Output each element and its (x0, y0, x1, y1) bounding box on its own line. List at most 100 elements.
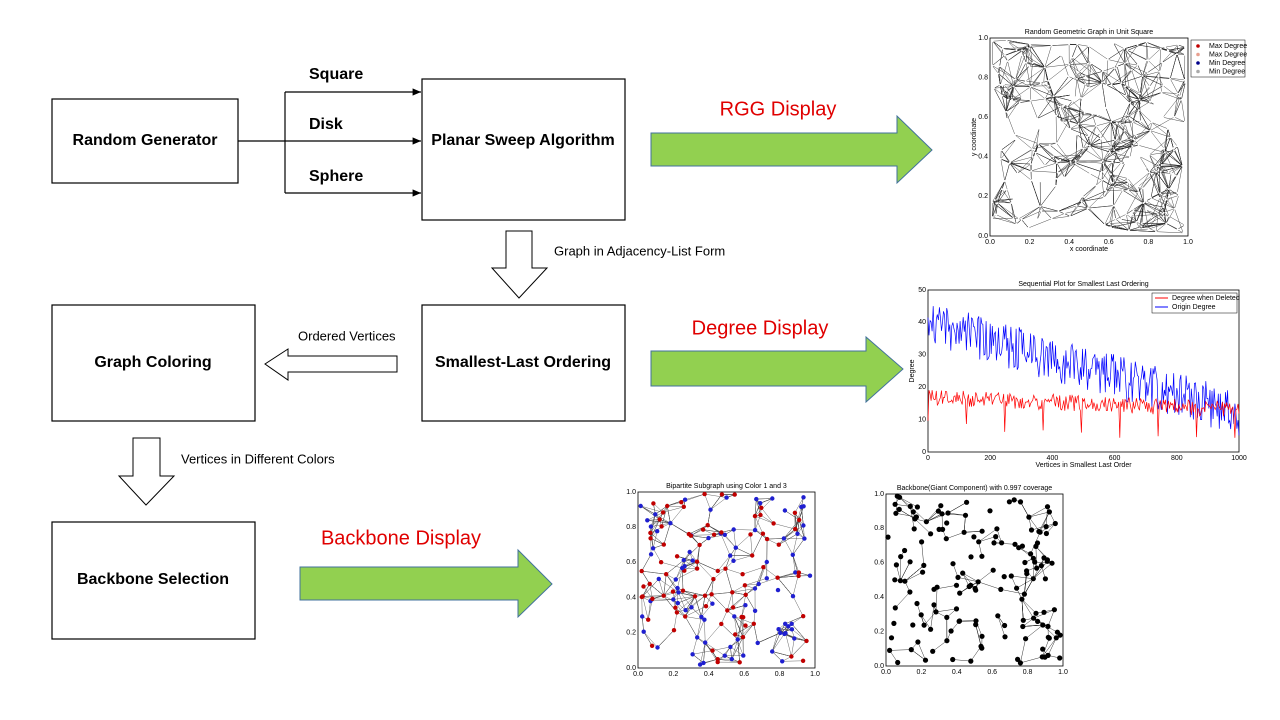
graph-vertex (923, 519, 930, 525)
graph-vertex (956, 618, 962, 624)
graph-vertex (671, 597, 676, 602)
y-tick-label: 0.2 (978, 193, 988, 200)
graph-vertex (1055, 177, 1058, 180)
graph-vertex (681, 557, 686, 563)
graph-vertex (710, 648, 715, 653)
graph-vertex (1162, 211, 1165, 214)
graph-vertex (1005, 39, 1008, 42)
graph-vertex (1026, 46, 1029, 49)
node-label: Random Generator (73, 132, 218, 149)
plot-frame (885, 493, 1064, 667)
graph-vertex (1176, 53, 1178, 56)
graph-vertex (892, 605, 898, 611)
graph-vertex (1124, 123, 1127, 126)
graph-vertex (725, 608, 730, 613)
graph-vertex (1074, 159, 1077, 162)
graph-vertex (1031, 615, 1037, 621)
graph-vertex (1027, 226, 1030, 229)
graph-vertex (801, 523, 806, 528)
graph-vertex (1071, 56, 1074, 59)
graph-vertex (770, 496, 775, 501)
graph-vertex (1172, 147, 1175, 150)
graph-vertex (997, 72, 1000, 75)
graph-vertex (1029, 163, 1032, 166)
graph-vertex (760, 531, 766, 536)
graph-vertex (895, 659, 901, 666)
graph-vertex (694, 566, 700, 571)
graph-vertex (1024, 54, 1027, 57)
graph-vertex (1048, 88, 1051, 91)
graph-vertex (1113, 149, 1116, 152)
graph-vertex (915, 639, 921, 645)
graph-vertex (692, 594, 698, 599)
graph-vertex (1031, 62, 1034, 64)
graph-vertex (775, 587, 781, 593)
graph-vertex (1084, 75, 1087, 78)
graph-vertex (1119, 150, 1122, 152)
graph-vertex (1072, 76, 1075, 79)
graph-vertex (933, 609, 939, 615)
graph-vertex (648, 530, 653, 536)
graph-vertex (999, 84, 1002, 86)
graph-vertex (733, 545, 738, 550)
graph-vertex (1015, 49, 1018, 52)
graph-vertex (1147, 228, 1150, 230)
x-tick-label: 0.8 (1144, 239, 1154, 246)
y-tick-label: 0.0 (978, 233, 988, 240)
y-tick-label: 0.6 (978, 114, 988, 121)
graph-vertex (1087, 135, 1090, 137)
graph-vertex (1181, 164, 1184, 167)
plot-title: Sequential Plot for Smallest Last Orderi… (1018, 281, 1148, 288)
graph-vertex (885, 534, 891, 540)
graph-vertex (1102, 162, 1105, 165)
x-tick-label: 1000 (1231, 455, 1247, 462)
graph-vertex (1140, 225, 1143, 228)
graph-vertex (973, 618, 979, 624)
graph-vertex (1024, 568, 1030, 574)
graph-vertex (1008, 573, 1014, 579)
graph-vertex (1138, 227, 1141, 230)
graph-vertex (1012, 541, 1018, 547)
graph-vertex (1123, 162, 1126, 165)
origin-degree-line (927, 306, 1240, 436)
graph-vertex (1160, 91, 1163, 94)
graph-vertex (653, 512, 658, 517)
graph-vertex (1043, 66, 1046, 69)
graph-vertex (640, 594, 645, 599)
graph-vertex (971, 534, 977, 540)
graph-vertex (1011, 98, 1013, 101)
graph-vertex (675, 600, 680, 606)
graph-vertex (1028, 527, 1035, 533)
graph-vertex (991, 217, 993, 220)
graph-vertex (724, 495, 729, 500)
graph-vertex (1011, 497, 1017, 503)
deleted-degree-line (927, 390, 1240, 438)
graph-vertex (650, 596, 655, 601)
graph-vertex (1077, 71, 1080, 74)
graph-vertex (1173, 149, 1175, 152)
graph-vertex (770, 649, 775, 654)
graph-vertex (783, 621, 788, 626)
graph-vertex (1103, 223, 1106, 226)
graph-vertex (1140, 100, 1142, 103)
graph-vertex (1158, 196, 1161, 199)
graph-vertex (914, 600, 920, 607)
graph-vertex (1036, 528, 1042, 535)
graph-vertex (891, 620, 897, 627)
graph-vertex (748, 532, 753, 537)
x-tick-label: 0.2 (669, 671, 679, 678)
graph-vertex (792, 636, 797, 641)
graph-vertex (950, 656, 956, 663)
graph-vertex (935, 508, 942, 514)
graph-vertex (1052, 520, 1058, 527)
graph-vertex (1139, 120, 1142, 123)
graph-vertex (910, 622, 916, 628)
graph-vertex (675, 585, 680, 591)
graph-vertex (1145, 199, 1148, 202)
graph-vertex (1012, 85, 1015, 88)
graph-vertex (1082, 147, 1085, 150)
graph-vertex (670, 589, 676, 594)
graph-vertex (1088, 144, 1091, 147)
graph-vertex (1025, 61, 1027, 64)
graph-vertex (955, 574, 961, 581)
